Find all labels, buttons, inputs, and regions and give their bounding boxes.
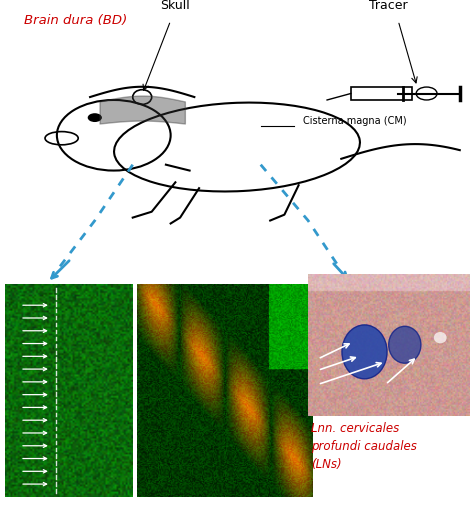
Circle shape — [434, 332, 447, 343]
Bar — [351, 87, 412, 100]
Text: Cisterna magna (CM): Cisterna magna (CM) — [303, 116, 407, 126]
Text: Brain dura (BD): Brain dura (BD) — [24, 14, 127, 26]
Text: Tracer: Tracer — [369, 0, 408, 12]
Circle shape — [88, 113, 102, 122]
Text: Skull: Skull — [161, 0, 190, 12]
Ellipse shape — [389, 327, 421, 363]
Ellipse shape — [342, 325, 387, 379]
Text: Lnn. cervicales
profundi caudales
(LNs): Lnn. cervicales profundi caudales (LNs) — [311, 422, 417, 471]
